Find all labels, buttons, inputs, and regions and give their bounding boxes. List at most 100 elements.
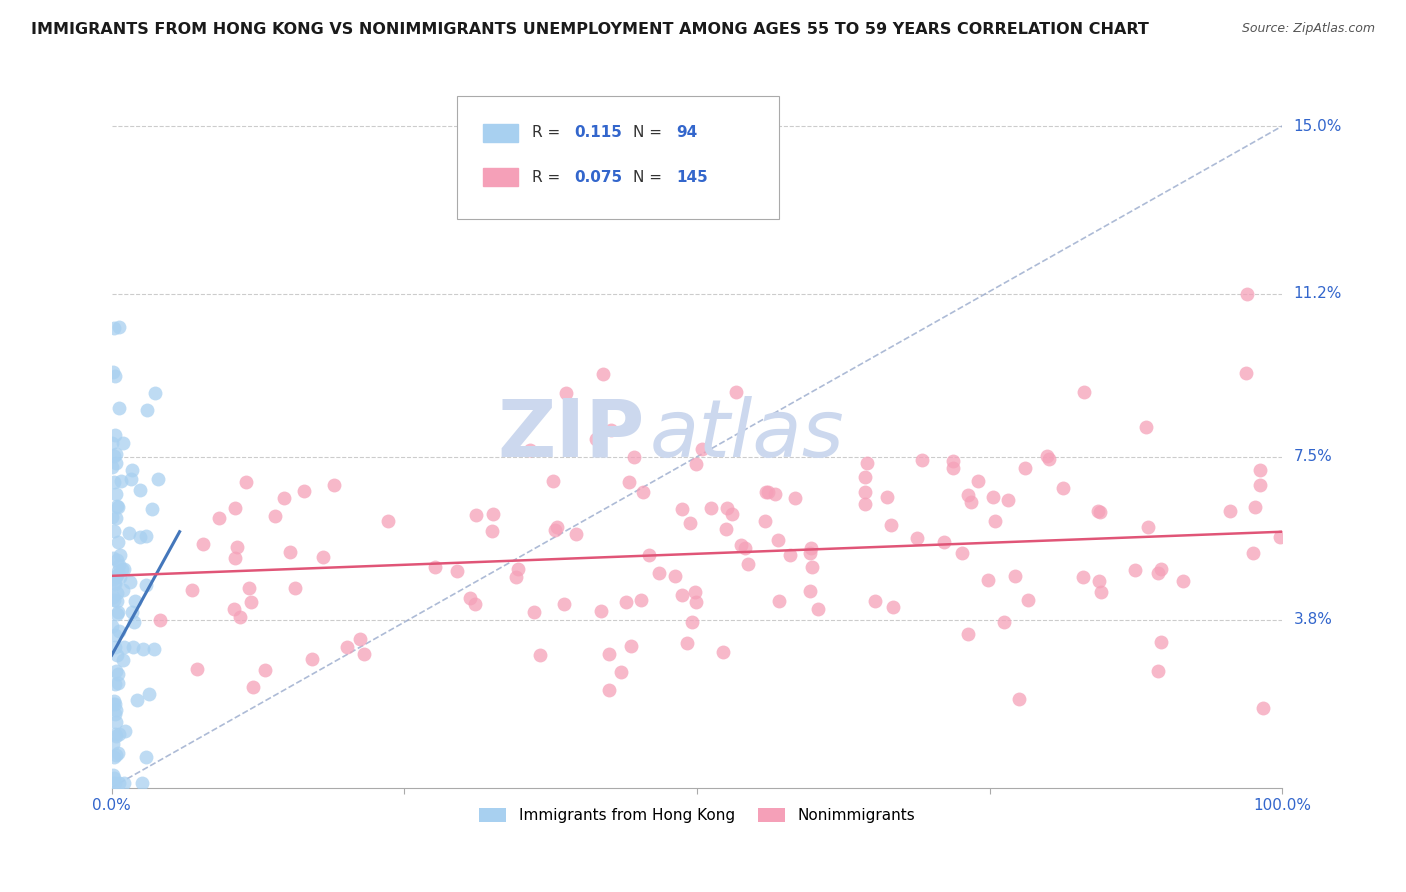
Point xyxy=(104,577,127,591)
Point xyxy=(336,640,359,654)
Point xyxy=(690,442,713,456)
Point xyxy=(1090,585,1112,599)
Point xyxy=(224,551,246,566)
Point xyxy=(104,487,127,501)
Point xyxy=(529,648,551,662)
Text: N =: N = xyxy=(633,169,662,185)
Point xyxy=(323,478,346,492)
Point xyxy=(353,647,375,661)
Point xyxy=(853,470,876,484)
Point xyxy=(107,553,129,567)
Point xyxy=(967,475,990,489)
Point xyxy=(107,558,129,572)
Point xyxy=(141,501,163,516)
Point xyxy=(107,607,129,622)
Point xyxy=(617,475,640,489)
Point xyxy=(623,450,645,464)
Point xyxy=(104,703,127,717)
Point xyxy=(800,560,823,574)
Point xyxy=(585,432,607,446)
Point xyxy=(101,459,124,474)
Point xyxy=(1071,570,1094,584)
Point xyxy=(1150,561,1173,575)
Point xyxy=(208,510,231,524)
Point xyxy=(111,583,134,598)
Point xyxy=(1244,500,1267,514)
Point xyxy=(103,749,125,764)
Point xyxy=(136,402,159,417)
Point xyxy=(681,615,703,629)
Text: 0.115: 0.115 xyxy=(574,125,621,140)
Point xyxy=(779,549,801,563)
Point xyxy=(1219,504,1241,518)
Point xyxy=(505,569,527,583)
Point xyxy=(105,586,128,600)
Point xyxy=(458,591,481,606)
Point xyxy=(546,520,568,534)
Point xyxy=(129,483,152,497)
Point xyxy=(1073,384,1095,399)
Point xyxy=(105,447,128,461)
Point xyxy=(957,627,980,641)
Point xyxy=(721,507,744,521)
Point xyxy=(135,578,157,592)
Point xyxy=(105,714,128,729)
Point xyxy=(105,510,128,524)
Point xyxy=(711,645,734,659)
Point xyxy=(589,604,612,618)
Point xyxy=(104,706,127,721)
Point xyxy=(108,401,131,416)
Point xyxy=(716,501,738,516)
Point xyxy=(107,500,129,515)
Point xyxy=(103,771,125,785)
Point xyxy=(950,546,973,560)
Point xyxy=(104,748,127,763)
Point xyxy=(724,384,747,399)
Point xyxy=(129,530,152,544)
Point xyxy=(1123,563,1146,577)
Point xyxy=(104,664,127,678)
Point xyxy=(544,523,567,537)
Point xyxy=(264,508,287,523)
Point xyxy=(1004,569,1026,583)
Point xyxy=(997,492,1019,507)
Point xyxy=(112,653,135,667)
Point xyxy=(800,541,823,555)
Point xyxy=(349,632,371,646)
Point xyxy=(755,484,778,499)
Point xyxy=(104,729,127,743)
Point xyxy=(103,593,125,607)
Point xyxy=(124,594,146,608)
Point xyxy=(481,524,503,538)
Point xyxy=(863,593,886,607)
Point xyxy=(1008,692,1031,706)
Point xyxy=(1017,592,1039,607)
Point xyxy=(108,776,131,790)
Point xyxy=(104,640,127,655)
Text: R =: R = xyxy=(531,169,560,185)
Point xyxy=(112,640,135,654)
Point xyxy=(911,453,934,467)
Point xyxy=(284,582,307,596)
Point xyxy=(882,600,904,615)
Point xyxy=(853,497,876,511)
Point xyxy=(104,776,127,790)
Point xyxy=(620,639,643,653)
Point xyxy=(905,531,928,545)
Point xyxy=(148,613,170,627)
Point xyxy=(685,595,707,609)
Point xyxy=(1088,574,1111,588)
Point xyxy=(225,541,247,555)
Point xyxy=(675,636,697,650)
Point xyxy=(135,529,157,543)
Bar xyxy=(482,169,517,186)
Point xyxy=(1038,451,1060,466)
Point xyxy=(1234,366,1257,380)
Point xyxy=(103,694,125,708)
Point xyxy=(224,500,246,515)
Point xyxy=(1251,701,1274,715)
Point xyxy=(737,558,759,572)
Point xyxy=(108,727,131,741)
Point xyxy=(103,573,125,587)
Point xyxy=(103,365,125,379)
